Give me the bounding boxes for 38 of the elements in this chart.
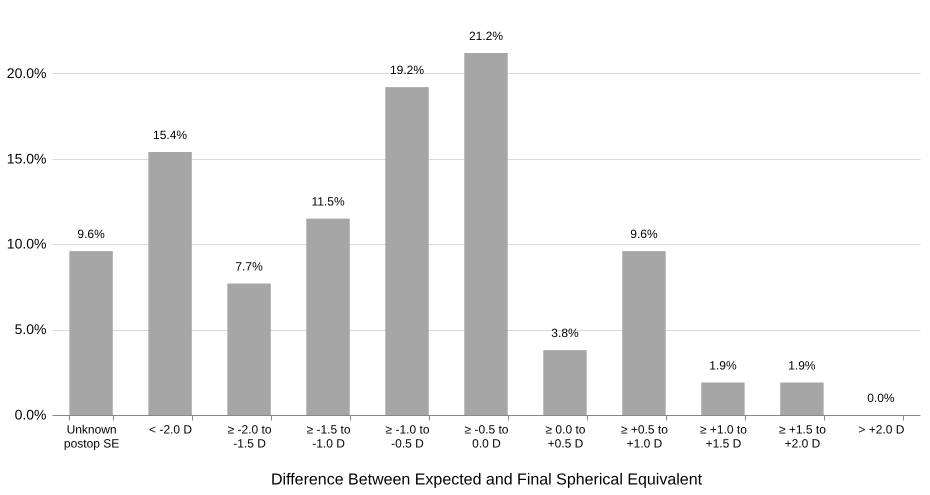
data-label: 21.2% (468, 29, 504, 43)
x-tick-label: < -2.0 D (149, 422, 192, 436)
bar (543, 350, 587, 415)
x-tick-label: ≥ -1.5 to -1.0 D (306, 422, 351, 450)
x-axis-title: Difference Between Expected and Final Spherical Equivalent (270, 472, 703, 488)
data-label: 0.0% (867, 391, 895, 405)
y-tick-label: 15.0% (6, 150, 46, 166)
x-tick-label: ≥ -2.0 to -1.5 D (228, 422, 272, 450)
bar (227, 284, 271, 415)
x-tick-label: ≥ +1.5 to +2.0 D (778, 422, 826, 450)
bar (622, 251, 666, 415)
data-label: 9.6% (630, 227, 658, 242)
data-label: 1.9% (788, 358, 816, 373)
data-label: 19.2% (390, 63, 424, 78)
data-label: 3.8% (551, 326, 579, 340)
bar (306, 218, 350, 415)
data-label: 7.7% (235, 260, 264, 274)
data-label: 1.9% (709, 358, 737, 373)
bar (701, 382, 745, 415)
bar (780, 382, 824, 415)
x-tick-label: ≥ 0.0 to +0.5 D (546, 422, 586, 450)
y-tick-label: 20.0% (6, 64, 46, 81)
x-tick-label: > +2.0 D (858, 422, 905, 436)
data-label: 9.6% (77, 227, 106, 242)
x-tick-label: ≥ +0.5 to +1.0 D (620, 422, 668, 450)
x-tick-label: ≥ +1.0 to +1.5 D (700, 422, 748, 450)
bar (148, 152, 192, 415)
x-tick-label: ≥ -1.0 to -0.5 D (386, 422, 430, 450)
bar (464, 53, 508, 415)
data-label: 11.5% (311, 194, 345, 209)
y-tick-label: 10.0% (6, 236, 46, 252)
x-tick-label: Unknown postop SE (64, 422, 120, 450)
x-tick-label: ≥ -0.5 to 0.0 D (464, 422, 509, 450)
y-tick-label: 0.0% (14, 406, 46, 422)
y-tick-label: 5.0% (14, 321, 46, 338)
bar (69, 251, 113, 415)
bar (385, 87, 429, 415)
data-label: 15.4% (153, 128, 188, 142)
